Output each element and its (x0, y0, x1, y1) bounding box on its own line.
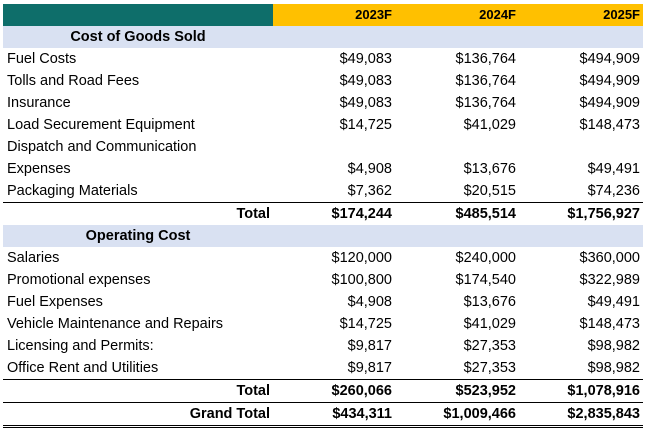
cell-value: $136,764 (455, 73, 516, 89)
total-label: Total (236, 206, 270, 222)
cell-value: $14,725 (339, 316, 392, 332)
grand-total-value: $434,311 (332, 406, 392, 422)
table-row: Expenses $4,908 $13,676 $49,491 (3, 158, 643, 180)
cell-value: $494,909 (579, 73, 640, 89)
table-row: Insurance $49,083 $136,764 $494,909 (3, 92, 643, 114)
row-label: Load Securement Equipment (7, 117, 195, 133)
cell-value: $322,989 (579, 272, 640, 288)
cell-value: $13,676 (463, 294, 516, 310)
cell-value: $20,515 (463, 183, 516, 199)
cell-value: $27,353 (463, 338, 516, 354)
table-row: Licensing and Permits: $9,817 $27,353 $9… (3, 335, 643, 357)
cell-value: $74,236 (587, 183, 640, 199)
table-row: Salaries $120,000 $240,000 $360,000 (3, 247, 643, 269)
cell-value: $4,908 (347, 294, 392, 310)
total-value: $1,078,916 (567, 383, 640, 399)
row-label: Tolls and Road Fees (7, 73, 140, 89)
cell-value: $148,473 (579, 117, 640, 133)
grand-total-value: $1,009,466 (443, 406, 516, 422)
cell-value: $7,362 (347, 183, 392, 199)
section-title: Operating Cost (85, 228, 191, 244)
cell-value: $136,764 (455, 51, 516, 67)
grand-total-row: Grand Total $434,311 $1,009,466 $2,835,8… (3, 402, 643, 428)
table-row: Fuel Expenses $4,908 $13,676 $49,491 (3, 291, 643, 313)
cell-value: $4,908 (347, 161, 392, 177)
row-label: Insurance (7, 95, 71, 111)
total-value: $485,514 (455, 206, 516, 222)
cell-value: $49,083 (339, 95, 392, 111)
total-value: $260,066 (331, 383, 392, 399)
section-header-opex: Operating Cost (3, 225, 643, 247)
table-row: Promotional expenses $100,800 $174,540 $… (3, 269, 643, 291)
cell-value: $240,000 (455, 250, 516, 266)
section-header-cogs: Cost of Goods Sold (3, 26, 643, 48)
table-row: Packaging Materials $7,362 $20,515 $74,2… (3, 180, 643, 202)
row-label: Expenses (7, 161, 71, 177)
table-row: Tolls and Road Fees $49,083 $136,764 $49… (3, 70, 643, 92)
total-label: Total (236, 383, 270, 399)
row-label: Promotional expenses (7, 272, 151, 288)
table-row-label-continued: Dispatch and Communication (3, 136, 643, 158)
table-row: Fuel Costs $49,083 $136,764 $494,909 (3, 48, 643, 70)
cell-value: $494,909 (579, 95, 640, 111)
cell-value: $49,083 (339, 51, 392, 67)
cell-value: $120,000 (331, 250, 392, 266)
cell-value: $14,725 (339, 117, 392, 133)
cell-value: $41,029 (463, 316, 516, 332)
row-label: Salaries (7, 250, 60, 266)
header-row: 2023F 2024F 2025F (3, 4, 643, 26)
cell-value: $98,982 (587, 338, 640, 354)
table-row: Office Rent and Utilities $9,817 $27,353… (3, 357, 643, 379)
cell-value: $9,817 (347, 338, 392, 354)
cell-value: $100,800 (331, 272, 392, 288)
total-value: $1,756,927 (567, 206, 640, 222)
header-corner-cell (3, 4, 273, 26)
row-label-line1: Dispatch and Communication (7, 139, 197, 155)
cell-value: $9,817 (347, 360, 392, 376)
cell-value: $148,473 (579, 316, 640, 332)
cost-table: 2023F 2024F 2025F Cost of Goods Sold Fue… (3, 4, 643, 428)
table-row: Load Securement Equipment $14,725 $41,02… (3, 114, 643, 136)
total-value: $523,952 (455, 383, 516, 399)
cell-value: $49,083 (339, 73, 392, 89)
opex-total-row: Total $260,066 $523,952 $1,078,916 (3, 379, 643, 402)
cell-value: $13,676 (463, 161, 516, 177)
year-header: 2024F (395, 4, 519, 26)
cell-value: $49,491 (587, 161, 640, 177)
cell-value: $98,982 (587, 360, 640, 376)
grand-total-label: Grand Total (189, 406, 270, 422)
grand-total-value: $2,835,843 (567, 406, 640, 422)
row-label: Vehicle Maintenance and Repairs (7, 316, 224, 332)
cell-value: $49,491 (587, 294, 640, 310)
year-header: 2025F (519, 4, 643, 26)
table-row: Vehicle Maintenance and Repairs $14,725 … (3, 313, 643, 335)
cell-value: $494,909 (579, 51, 640, 67)
cogs-total-row: Total $174,244 $485,514 $1,756,927 (3, 202, 643, 225)
cell-value: $360,000 (579, 250, 640, 266)
cell-value: $27,353 (463, 360, 516, 376)
total-value: $174,244 (331, 206, 392, 222)
cell-value: $174,540 (455, 272, 516, 288)
cell-value: $41,029 (463, 117, 516, 133)
row-label: Fuel Expenses (7, 294, 103, 310)
section-title: Cost of Goods Sold (70, 29, 206, 45)
row-label: Packaging Materials (7, 183, 138, 199)
row-label: Fuel Costs (7, 51, 77, 67)
row-label: Licensing and Permits: (7, 338, 154, 354)
row-label: Office Rent and Utilities (7, 360, 159, 376)
cell-value: $136,764 (455, 95, 516, 111)
year-header: 2023F (273, 4, 395, 26)
